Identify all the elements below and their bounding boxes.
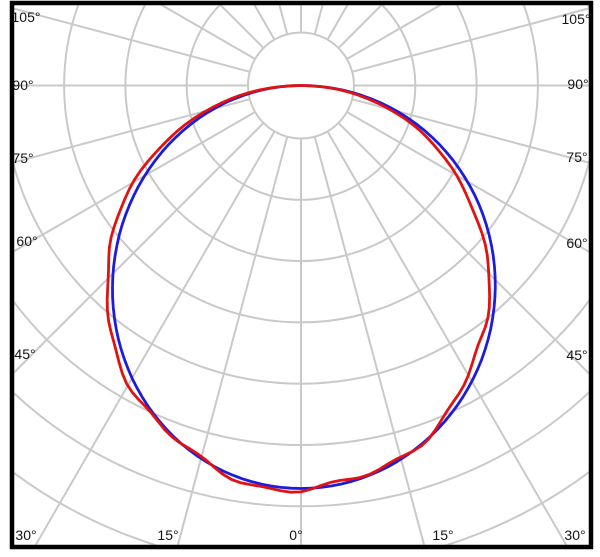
right-angle-label-90: 90° <box>567 76 589 92</box>
grid-spoke <box>326 130 568 545</box>
measured-curve <box>105 84 492 494</box>
left-angle-label-60: 60° <box>16 233 38 249</box>
right-angle-label-75: 75° <box>566 149 588 165</box>
grid-spoke <box>337 122 589 375</box>
grid-spoke <box>14 122 265 374</box>
right-angle-label-45: 45° <box>566 347 588 363</box>
bottom-angle-label-15-right: 15° <box>432 527 454 543</box>
left-angle-label-45: 45° <box>14 346 36 362</box>
grid-spoke <box>176 136 289 545</box>
reference-curve <box>111 84 497 490</box>
grid-spoke <box>313 136 426 545</box>
right-angle-label-60: 60° <box>566 235 588 251</box>
bottom-angle-label-0: 0° <box>289 527 303 543</box>
bottom-angle-label-30-left: 30° <box>15 527 37 543</box>
bottom-angle-label-15-left: 15° <box>157 527 179 543</box>
left-angle-label-75: 75° <box>12 150 34 166</box>
grid-spoke <box>346 111 589 253</box>
grid-spoke <box>346 5 443 60</box>
grid-spoke <box>14 111 256 253</box>
right-angle-label-105: 105° <box>561 11 591 27</box>
grid-spoke <box>159 5 256 60</box>
grid-spoke <box>351 98 589 164</box>
left-angle-label-90: 90° <box>12 77 34 93</box>
bottom-angle-label-30-right: 30° <box>564 527 586 543</box>
left-angle-label-105: 105° <box>11 9 41 25</box>
grid-spoke <box>351 7 589 73</box>
chart-frame <box>9 0 594 550</box>
grid-spoke <box>14 98 251 164</box>
grid-spoke <box>14 7 251 73</box>
